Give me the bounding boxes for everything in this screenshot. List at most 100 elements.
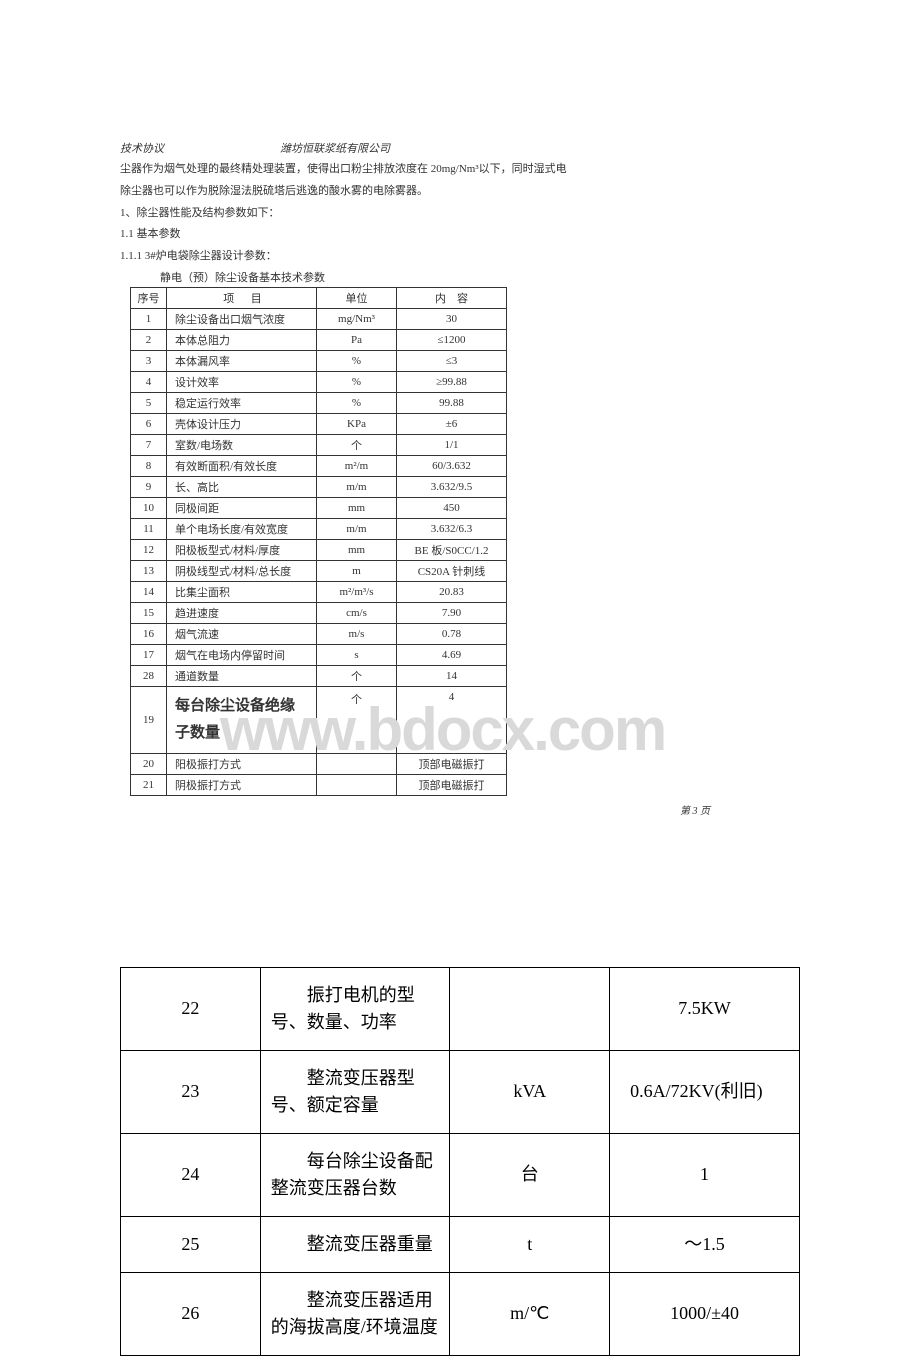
cell-content: 4.69 xyxy=(397,644,507,665)
cell-item: 长、高比 xyxy=(167,476,317,497)
section-1: 1、除尘器性能及结构参数如下： xyxy=(120,204,800,224)
cell-item: 通道数量 xyxy=(167,665,317,686)
cell-item: 阳极板型式/材料/厚度 xyxy=(167,539,317,560)
table-row: 22振打电机的型号、数量、功率7.5KW xyxy=(121,967,800,1050)
cell-item: 比集尘面积 xyxy=(167,581,317,602)
cell-item: 整流变压器型号、额定容量 xyxy=(260,1050,450,1133)
cell-unit: 个 xyxy=(317,665,397,686)
table-row: 16烟气流速m/s0.78 xyxy=(131,623,507,644)
cell-content: 4 xyxy=(397,686,507,753)
cell-content: 3.632/9.5 xyxy=(397,476,507,497)
cell-num: 16 xyxy=(131,623,167,644)
table-row: 15趋进速度cm/s7.90 xyxy=(131,602,507,623)
table-row: 4设计效率%≥99.88 xyxy=(131,371,507,392)
cell-unit xyxy=(317,753,397,774)
spec-table: 序号 项 目 单位 内 容 1除尘设备出口烟气浓度mg/Nm³302本体总阻力P… xyxy=(130,287,507,796)
cell-content: 20.83 xyxy=(397,581,507,602)
cell-content: CS20A 针刺线 xyxy=(397,560,507,581)
cell-unit: 个 xyxy=(317,686,397,753)
cell-unit: m²/m xyxy=(317,455,397,476)
cell-item: 阳极振打方式 xyxy=(167,753,317,774)
cell-num: 20 xyxy=(131,753,167,774)
cell-content: 0.6A/72KV(利旧) xyxy=(610,1050,800,1133)
table-row: 9长、高比m/m3.632/9.5 xyxy=(131,476,507,497)
cell-item: 室数/电场数 xyxy=(167,434,317,455)
cell-num: 10 xyxy=(131,497,167,518)
cell-content: 99.88 xyxy=(397,392,507,413)
table-row: 6壳体设计压力KPa±6 xyxy=(131,413,507,434)
cell-unit: 台 xyxy=(450,1133,610,1216)
cell-content: BE 板/S0CC/1.2 xyxy=(397,539,507,560)
header-num: 序号 xyxy=(131,287,167,308)
cell-content: 450 xyxy=(397,497,507,518)
cell-item: 单个电场长度/有效宽度 xyxy=(167,518,317,539)
cell-content: ≥99.88 xyxy=(397,371,507,392)
table-caption: 静电（预）除尘设备基本技术参数 xyxy=(160,269,800,285)
cell-unit xyxy=(317,774,397,795)
cell-unit xyxy=(450,967,610,1050)
cell-unit: m²/m³/s xyxy=(317,581,397,602)
cell-num: 3 xyxy=(131,350,167,371)
cell-item: 整流变压器重量 xyxy=(260,1216,450,1272)
table-row: 13阴极线型式/材料/总长度mCS20A 针刺线 xyxy=(131,560,507,581)
cell-item: 同极间距 xyxy=(167,497,317,518)
cell-item: 阴极振打方式 xyxy=(167,774,317,795)
header-content: 内 容 xyxy=(397,287,507,308)
cell-unit: Pa xyxy=(317,329,397,350)
cell-unit: kVA xyxy=(450,1050,610,1133)
cell-num: 26 xyxy=(121,1272,261,1355)
cell-content: 14 xyxy=(397,665,507,686)
table-row: 26整流变压器适用的海拔高度/环境温度m/℃1000/±40 xyxy=(121,1272,800,1355)
cell-content: 1 xyxy=(610,1133,800,1216)
table-row: 11单个电场长度/有效宽度m/m3.632/6.3 xyxy=(131,518,507,539)
spec-table-header-row: 序号 项 目 单位 内 容 xyxy=(131,287,507,308)
cell-num: 8 xyxy=(131,455,167,476)
cell-num: 25 xyxy=(121,1216,261,1272)
cell-unit: % xyxy=(317,392,397,413)
cell-num: 28 xyxy=(131,665,167,686)
table-row: 14比集尘面积m²/m³/s20.83 xyxy=(131,581,507,602)
cell-item: 有效断面积/有效长度 xyxy=(167,455,317,476)
table-row: 20阳极振打方式 顶部电磁振打 xyxy=(131,753,507,774)
cell-item: 壳体设计压力 xyxy=(167,413,317,434)
cell-unit: % xyxy=(317,350,397,371)
cell-item: 烟气在电场内停留时间 xyxy=(167,644,317,665)
cell-unit: m/℃ xyxy=(450,1272,610,1355)
cell-content: 1000/±40 xyxy=(610,1272,800,1355)
cell-unit: mm xyxy=(317,539,397,560)
cell-item: 烟气流速 xyxy=(167,623,317,644)
cell-num: 9 xyxy=(131,476,167,497)
cell-item: 趋进速度 xyxy=(167,602,317,623)
intro-line-1: 尘器作为烟气处理的最终精处理装置，使得出口粉尘排放浓度在 20mg/Nm³以下，… xyxy=(120,160,800,180)
document-header: 技术协议 潍坊恒联浆纸有限公司 xyxy=(120,140,800,156)
cell-num: 4 xyxy=(131,371,167,392)
header-right-text: 潍坊恒联浆纸有限公司 xyxy=(280,140,800,156)
cell-content: 3.632/6.3 xyxy=(397,518,507,539)
cell-item: 阴极线型式/材料/总长度 xyxy=(167,560,317,581)
cell-num: 22 xyxy=(121,967,261,1050)
cell-num: 15 xyxy=(131,602,167,623)
cell-content: 顶部电磁振打 xyxy=(397,753,507,774)
table-row: 24每台除尘设备配整流变压器台数台1 xyxy=(121,1133,800,1216)
cell-unit: mm xyxy=(317,497,397,518)
table-row: 17烟气在电场内停留时间s4.69 xyxy=(131,644,507,665)
cell-unit: KPa xyxy=(317,413,397,434)
cell-num: 17 xyxy=(131,644,167,665)
table-row: 23整流变压器型号、额定容量kVA0.6A/72KV(利旧) xyxy=(121,1050,800,1133)
table-row: 8有效断面积/有效长度m²/m60/3.632 xyxy=(131,455,507,476)
cell-item: 除尘设备出口烟气浓度 xyxy=(167,308,317,329)
intro-line-2: 除尘器也可以作为脱除湿法脱硫塔后逃逸的酸水雾的电除雾器。 xyxy=(120,182,800,202)
cell-item: 振打电机的型号、数量、功率 xyxy=(260,967,450,1050)
table-row: 5稳定运行效率%99.88 xyxy=(131,392,507,413)
cell-unit: m/m xyxy=(317,518,397,539)
cell-unit: m/m xyxy=(317,476,397,497)
cell-unit: m/s xyxy=(317,623,397,644)
cell-content: 顶部电磁振打 xyxy=(397,774,507,795)
cell-unit: mg/Nm³ xyxy=(317,308,397,329)
table-row: 7室数/电场数个1/1 xyxy=(131,434,507,455)
cell-num: 5 xyxy=(131,392,167,413)
cell-num: 24 xyxy=(121,1133,261,1216)
cell-content: ～1.5 xyxy=(610,1216,800,1272)
cell-num: 2 xyxy=(131,329,167,350)
cell-item: 每台除尘设备绝缘子数量 xyxy=(167,686,317,753)
